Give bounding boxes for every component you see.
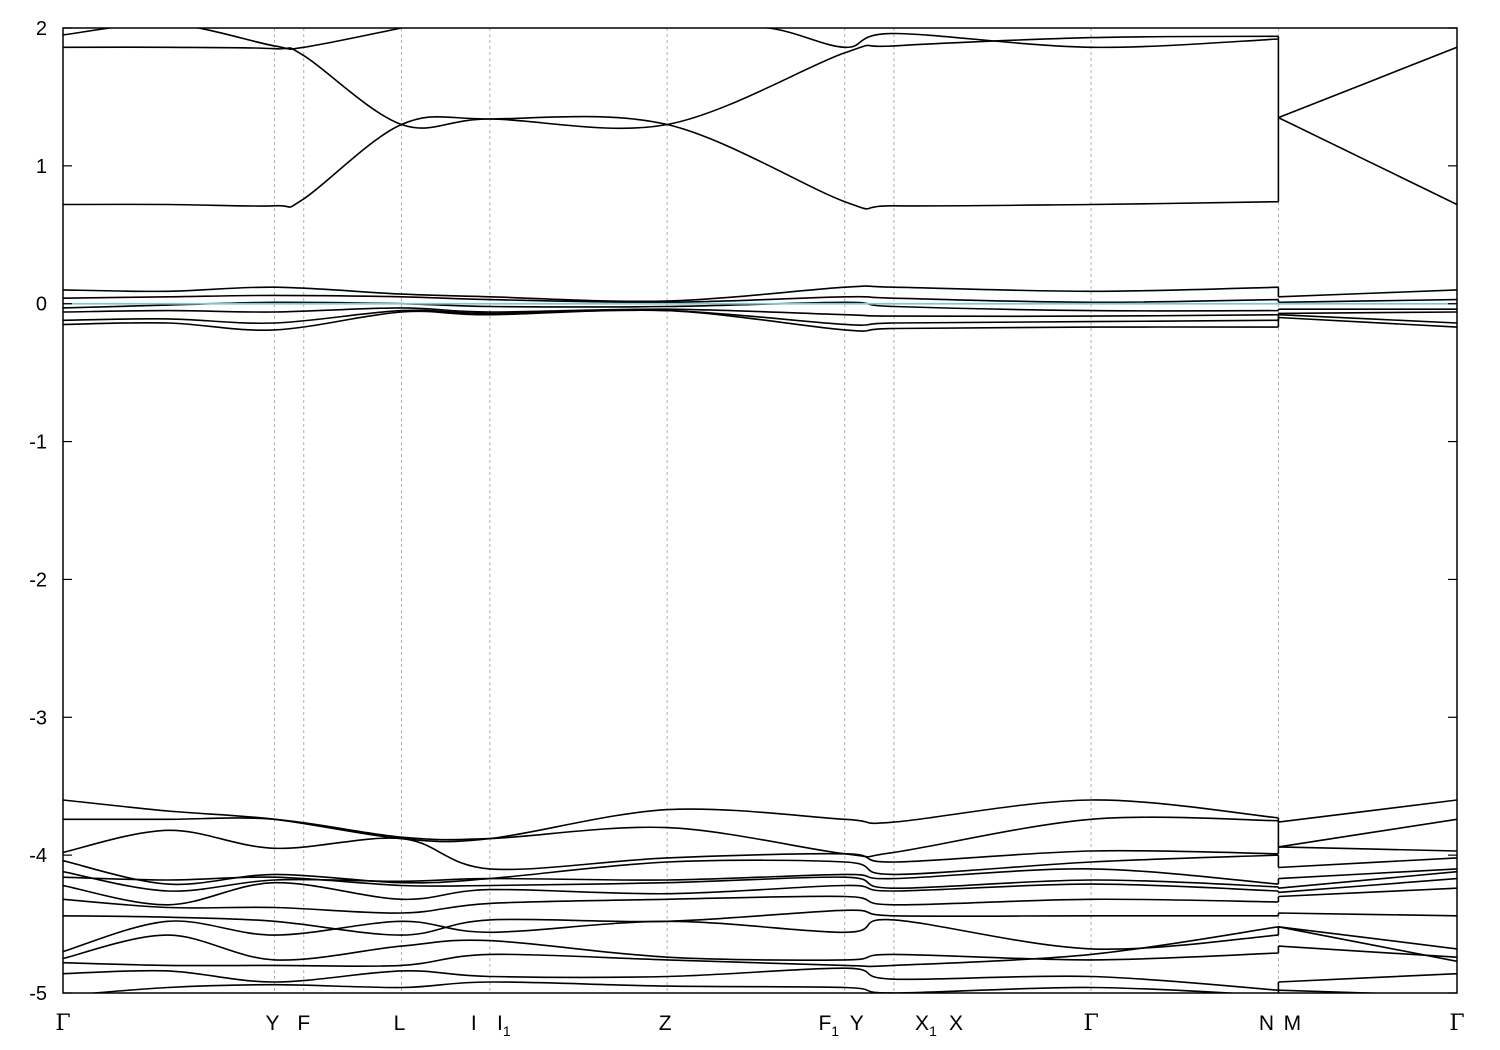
kpoint-label-gamma-start: Γ: [55, 1011, 70, 1036]
band-line-17: [63, 877, 1457, 906]
band-line-4: [760, 28, 1279, 49]
band-line-10: [63, 309, 1457, 332]
kpoint-label-M: M: [1284, 1012, 1302, 1035]
band-line-3: [63, 28, 402, 51]
band-line-24: [85, 981, 1394, 993]
band-line-13: [63, 829, 1457, 871]
kpoint-label-gamma-mid: Γ: [1083, 1011, 1098, 1036]
kpoint-label-N: N: [1259, 1012, 1274, 1035]
kpoint-subscript: 1: [929, 1023, 937, 1039]
band-line-1: [63, 115, 1457, 210]
kpoint-label-Z: Z: [659, 1012, 672, 1035]
kpoint-subscript: 1: [503, 1023, 511, 1039]
band-line-15: [63, 868, 1457, 892]
band-line-2: [63, 35, 1457, 130]
kpoint-label-Y: Y: [265, 1012, 279, 1035]
band-line-18: [63, 887, 1457, 914]
band-lines: [63, 28, 1457, 993]
y-tick-label: -2: [29, 569, 47, 591]
band-line-22: [63, 926, 1457, 968]
band-line-5: [63, 285, 1457, 303]
y-tick-label: -3: [29, 707, 47, 729]
band-line-20: [63, 918, 1457, 953]
kpoint-label-X: X: [949, 1012, 963, 1035]
band-line-12: [63, 816, 1457, 858]
y-tick-label: 0: [36, 294, 47, 316]
kpoint-subscript: 1: [831, 1023, 839, 1039]
kpoint-label-gamma-end: Γ: [1449, 1011, 1464, 1036]
band-line-6: [63, 294, 1457, 304]
y-tick-label: -4: [29, 845, 47, 867]
band-line-8: [63, 307, 1457, 318]
x-axis-kpoint-labels: Γ Y F L I I1 Z F1 Y X1 X Γ N M Γ: [55, 1011, 1464, 1039]
plot-frame: [62, 27, 1458, 994]
kpoint-label-Y2: Y: [850, 1012, 864, 1035]
band-line-23: [63, 967, 1457, 991]
kpoint-label-F: F: [297, 1012, 310, 1035]
y-tick-label: 2: [36, 18, 47, 40]
band-line-16: [63, 870, 1457, 890]
y-tick-label: -1: [29, 432, 47, 454]
kpoint-label-I: I: [471, 1012, 477, 1035]
y-tick-label: 1: [36, 156, 47, 178]
y-axis-ticks: -5 -4 -3 -2 -1 0 1 2: [29, 18, 1457, 1005]
kpoint-label-L: L: [394, 1012, 406, 1035]
y-tick-label: -5: [29, 983, 47, 1005]
